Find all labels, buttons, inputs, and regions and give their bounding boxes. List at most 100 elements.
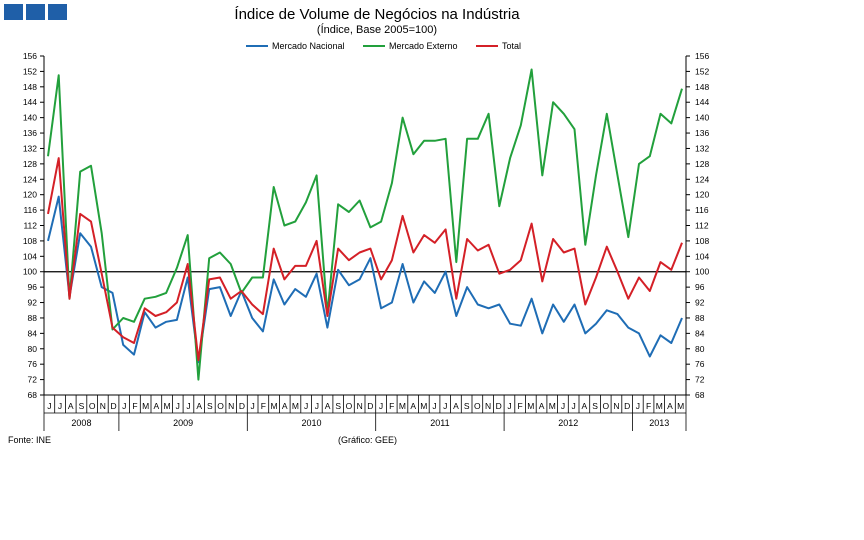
x-month-label: J: [186, 401, 190, 411]
x-month-label: N: [485, 401, 491, 411]
x-month-label: M: [292, 401, 299, 411]
chart-title: Índice de Volume de Negócios na Indústri…: [234, 6, 520, 23]
y-tick-label-left: 68: [28, 390, 38, 400]
x-month-label: D: [496, 401, 502, 411]
y-tick-label-right: 112: [695, 221, 709, 231]
x-month-label: J: [507, 401, 511, 411]
y-tick-label-right: 144: [695, 97, 709, 107]
x-year-label: 2008: [71, 418, 91, 428]
y-tick-label-left: 128: [23, 159, 37, 169]
x-month-label: A: [325, 401, 331, 411]
y-tick-label-left: 92: [28, 298, 38, 308]
x-month-label: M: [549, 401, 556, 411]
y-tick-label-right: 128: [695, 159, 709, 169]
y-tick-label-left: 72: [28, 375, 38, 385]
x-month-label: F: [518, 401, 523, 411]
series-line-mercado-nacional: [47, 195, 683, 364]
y-tick-label-left: 76: [28, 359, 38, 369]
x-month-label: A: [282, 401, 288, 411]
x-month-label: D: [367, 401, 373, 411]
legend-item-mercado-nacional: Mercado Nacional: [246, 41, 345, 51]
y-tick-label-left: 116: [23, 205, 37, 215]
x-month-label: M: [677, 401, 684, 411]
y-tick-label-right: 84: [695, 328, 705, 338]
x-month-label: O: [346, 401, 353, 411]
x-month-label: F: [261, 401, 266, 411]
x-month-label: J: [379, 401, 383, 411]
chart-subtitle: (Índice, Base 2005=100): [316, 24, 438, 36]
y-tick-label-left: 108: [23, 236, 37, 246]
x-month-label: M: [656, 401, 663, 411]
x-month-label: O: [89, 401, 96, 411]
y-tick-label-right: 72: [695, 375, 705, 385]
x-month-label: J: [176, 401, 180, 411]
y-tick-label-right: 136: [695, 128, 709, 138]
x-month-label: A: [453, 401, 459, 411]
x-month-label: N: [357, 401, 363, 411]
x-month-label: S: [464, 401, 470, 411]
y-tick-label-right: 156: [695, 51, 709, 61]
x-month-label: N: [228, 401, 234, 411]
x-month-label: J: [561, 401, 565, 411]
y-tick-label-left: 112: [23, 221, 37, 231]
y-tick-label-left: 124: [23, 174, 37, 184]
x-month-label: M: [527, 401, 534, 411]
x-month-label: J: [58, 401, 62, 411]
x-month-label: O: [474, 401, 481, 411]
x-month-label: D: [110, 401, 116, 411]
graphic-credit: (Gráfico: GEE): [338, 435, 398, 445]
x-month-label: J: [315, 401, 319, 411]
x-month-label: A: [68, 401, 74, 411]
y-tick-label-right: 116: [695, 205, 709, 215]
y-tick-label-right: 140: [695, 113, 709, 123]
legend-swatch: [476, 45, 498, 47]
x-month-label: S: [207, 401, 213, 411]
series-line-mercado-externo: [47, 68, 683, 381]
y-tick-label-left: 136: [23, 128, 37, 138]
y-tick-label-right: 124: [695, 174, 709, 184]
legend-swatch: [246, 45, 268, 47]
x-month-label: F: [132, 401, 137, 411]
y-tick-label-left: 156: [23, 51, 37, 61]
source-note: Fonte: INE: [8, 435, 52, 445]
x-month-label: D: [239, 401, 245, 411]
x-month-label: F: [389, 401, 394, 411]
y-tick-label-right: 148: [695, 82, 709, 92]
legend-item-total: Total: [476, 41, 521, 51]
y-tick-label-left: 152: [23, 66, 37, 76]
x-month-label: A: [539, 401, 545, 411]
x-month-label: A: [667, 401, 673, 411]
y-tick-label-right: 96: [695, 282, 705, 292]
y-tick-label-left: 120: [23, 190, 37, 200]
x-month-label: A: [410, 401, 416, 411]
x-month-label: M: [164, 401, 171, 411]
x-month-label: D: [624, 401, 630, 411]
x-month-label: J: [443, 401, 447, 411]
y-tick-label-left: 96: [28, 282, 38, 292]
y-tick-label-left: 140: [23, 113, 37, 123]
y-tick-label-left: 80: [28, 344, 38, 354]
x-month-label: J: [122, 401, 126, 411]
logo-block: [4, 4, 23, 20]
y-tick-label-right: 104: [695, 251, 709, 261]
legend-label: Total: [502, 41, 522, 51]
x-month-label: J: [432, 401, 436, 411]
x-month-label: N: [613, 401, 619, 411]
logo-block: [48, 4, 67, 20]
x-month-label: A: [196, 401, 202, 411]
x-month-label: O: [217, 401, 224, 411]
x-month-label: M: [420, 401, 427, 411]
y-tick-label-left: 84: [28, 328, 38, 338]
y-tick-label-left: 88: [28, 313, 38, 323]
legend-item-mercado-externo: Mercado Externo: [363, 41, 458, 51]
x-year-label: 2010: [301, 418, 321, 428]
x-month-label: M: [399, 401, 406, 411]
logo-block: [26, 4, 45, 20]
x-month-label: F: [646, 401, 651, 411]
y-tick-label-right: 88: [695, 313, 705, 323]
page-logo: [4, 4, 67, 20]
x-month-label: J: [572, 401, 576, 411]
x-month-label: J: [304, 401, 308, 411]
legend-label: Mercado Nacional: [272, 41, 345, 51]
